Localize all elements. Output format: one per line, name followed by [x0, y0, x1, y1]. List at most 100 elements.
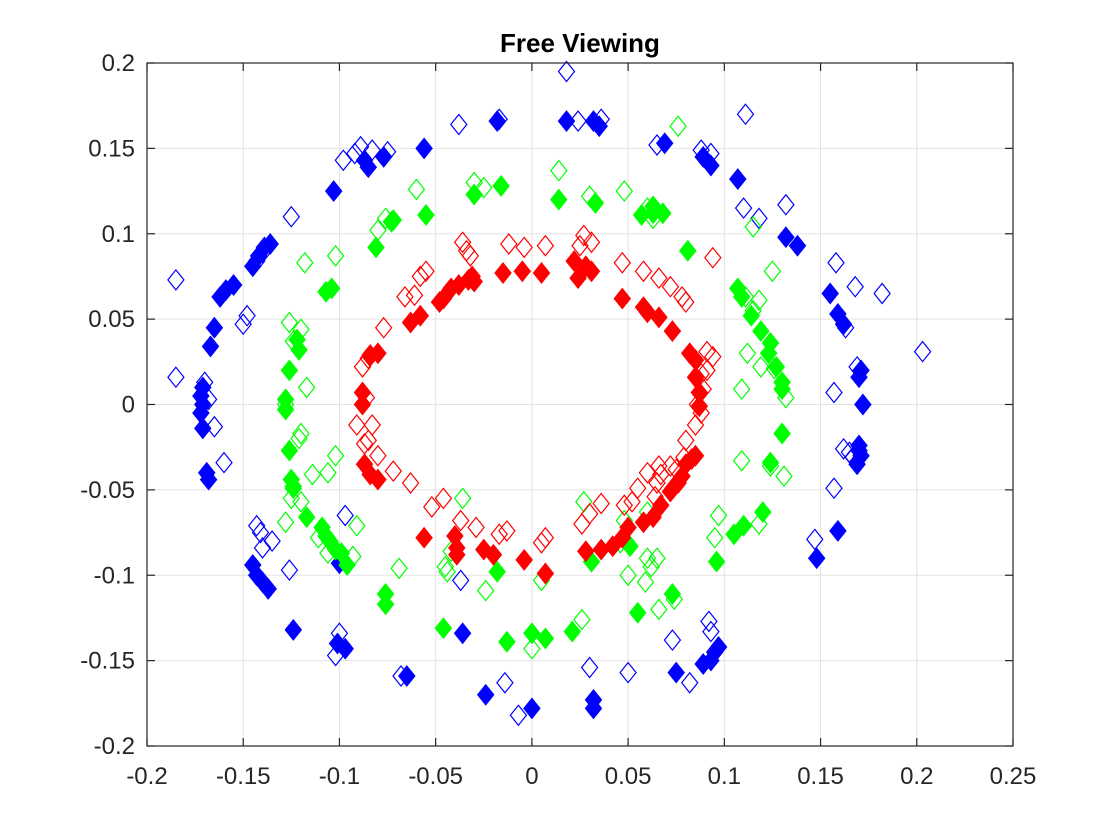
filled-diamond-marker: [634, 511, 653, 534]
hollow-diamond-marker: [199, 388, 218, 411]
filled-diamond-marker: [777, 226, 795, 249]
hollow-diamond-marker: [661, 275, 680, 298]
filled-diamond-marker: [584, 697, 603, 720]
hollow-diamond-marker: [777, 386, 795, 409]
hollow-diamond-marker: [536, 234, 555, 257]
hollow-diamond-marker: [344, 545, 362, 568]
hollow-diamond-marker: [434, 487, 453, 510]
hollow-diamond-marker: [638, 547, 657, 570]
filled-diamond-marker: [415, 526, 433, 549]
hollow-diamond-marker: [592, 492, 610, 515]
hollow-diamond-marker: [523, 637, 541, 660]
hollow-diamond-marker: [692, 139, 710, 162]
hollow-diamond-marker: [417, 260, 435, 283]
x-tick-label: 0.15: [797, 763, 844, 790]
hollow-diamond-marker: [292, 490, 310, 513]
filled-diamond-marker: [384, 209, 403, 232]
hollow-diamond-marker: [642, 555, 660, 578]
filled-diamond-marker: [592, 538, 610, 561]
filled-diamond-marker: [652, 494, 670, 517]
hollow-diamond-marker: [692, 362, 710, 385]
hollow-diamond-marker: [282, 205, 301, 228]
filled-diamond-marker: [550, 188, 568, 211]
hollow-diamond-marker: [461, 244, 480, 267]
hollow-diamond-marker: [326, 444, 345, 467]
filled-diamond-marker: [707, 550, 726, 573]
filled-diamond-marker: [854, 393, 872, 416]
filled-diamond-marker: [261, 233, 279, 255]
series-1: [167, 60, 932, 727]
y-tick-label: -0.15: [80, 648, 135, 675]
filled-diamond-marker: [523, 697, 541, 720]
hollow-diamond-marker: [777, 193, 795, 216]
hollow-diamond-marker: [351, 135, 370, 158]
hollow-diamond-marker: [734, 197, 753, 220]
hollow-diamond-marker: [744, 299, 762, 322]
hollow-diamond-marker: [573, 513, 591, 535]
hollow-diamond-marker: [396, 285, 414, 308]
hollow-diamond-marker: [702, 620, 720, 643]
hollow-diamond-marker: [334, 149, 353, 172]
y-tick-label: 0.15: [88, 135, 135, 162]
filled-diamond-marker: [788, 234, 807, 257]
filled-diamond-marker: [205, 316, 224, 339]
hollow-diamond-marker: [515, 236, 533, 259]
hollow-diamond-marker: [276, 393, 295, 416]
filled-diamond-marker: [729, 277, 747, 300]
hollow-diamond-marker: [775, 465, 793, 488]
x-tick-label: -0.05: [408, 763, 463, 790]
hollow-diamond-marker: [195, 371, 214, 394]
hollow-diamond-marker: [702, 142, 720, 165]
filled-diamond-marker: [415, 137, 433, 160]
hollow-diamond-marker: [363, 139, 381, 162]
x-tick-label: 0: [525, 763, 538, 790]
hollow-diamond-marker: [750, 513, 768, 535]
filled-diamond-marker: [663, 320, 682, 343]
hollow-diamond-marker: [263, 530, 281, 553]
hollow-diamond-marker: [292, 422, 310, 445]
filled-diamond-marker: [536, 562, 555, 585]
hollow-diamond-marker: [705, 526, 724, 549]
filled-diamond-marker: [259, 577, 277, 600]
y-tick-label: -0.05: [80, 477, 135, 504]
hollow-diamond-marker: [680, 671, 699, 694]
hollow-diamond-marker: [698, 359, 716, 382]
hollow-diamond-marker: [401, 472, 420, 494]
hollow-diamond-marker: [619, 564, 637, 587]
hollow-diamond-marker: [573, 608, 591, 631]
hollow-diamond-marker: [167, 268, 185, 291]
hollow-diamond-marker: [650, 267, 668, 290]
hollow-diamond-marker: [374, 316, 393, 339]
hollow-diamond-marker: [453, 487, 472, 510]
hollow-diamond-marker: [355, 432, 374, 455]
filled-diamond-marker: [679, 239, 697, 262]
hollow-diamond-marker: [650, 598, 668, 621]
hollow-diamond-marker: [357, 386, 376, 409]
hollow-diamond-marker: [436, 555, 455, 578]
filled-diamond-marker: [663, 583, 682, 605]
hollow-diamond-marker: [698, 340, 716, 363]
hollow-diamond-marker: [532, 531, 551, 554]
hollow-diamond-marker: [490, 108, 508, 131]
y-tick-label: 0.1: [102, 221, 135, 248]
hollow-diamond-marker: [451, 509, 470, 532]
chart-title: Free Viewing: [500, 28, 660, 58]
filled-diamond-marker: [655, 132, 674, 155]
hollow-diamond-marker: [309, 526, 328, 549]
x-axis-tick-labels: -0.2 -0.15 -0.1 -0.05 0 0.05 0.1 0.15 0.2 0.25: [126, 763, 1036, 790]
filled-diamond-marker: [761, 332, 780, 354]
filled-diamond-marker: [613, 287, 632, 310]
filled-diamond-marker: [557, 110, 576, 133]
filled-diamond-marker: [322, 277, 341, 300]
hollow-diamond-marker: [638, 197, 657, 220]
filled-diamond-marker: [523, 622, 541, 645]
x-tick-label: -0.15: [216, 763, 271, 790]
hollow-diamond-marker: [509, 704, 528, 727]
hollow-diamond-marker: [378, 140, 397, 163]
filled-diamond-marker: [280, 359, 299, 382]
x-tick-label: 0.25: [990, 763, 1037, 790]
hollow-diamond-marker: [282, 487, 301, 510]
hollow-diamond-marker: [253, 536, 272, 559]
filled-diamond-marker: [475, 538, 493, 561]
filled-diamond-marker: [586, 192, 605, 214]
